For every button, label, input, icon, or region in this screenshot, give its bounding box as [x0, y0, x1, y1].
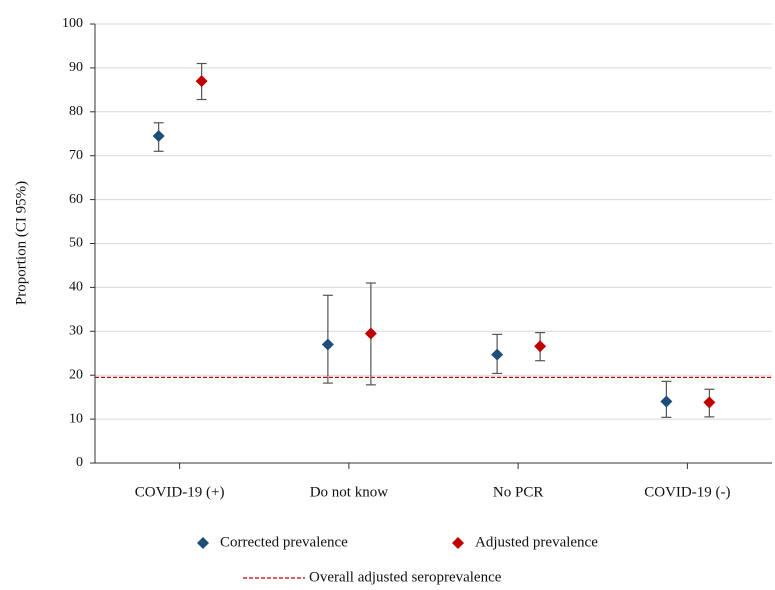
point — [195, 75, 208, 88]
y-tick-label: 70 — [69, 148, 83, 163]
legend-label: Overall adjusted seroprevalence — [309, 569, 502, 585]
legend-marker — [452, 537, 464, 549]
point — [321, 338, 334, 351]
y-axis-label: Proportion (CI 95%) — [13, 181, 29, 305]
y-tick-label: 0 — [76, 455, 83, 470]
legend-label: Adjusted prevalence — [475, 534, 598, 550]
x-tick-label: COVID-19 (+) — [135, 484, 225, 500]
point — [660, 395, 673, 408]
x-tick-label: Do not know — [310, 484, 389, 500]
y-tick-label: 40 — [69, 280, 83, 295]
point — [703, 396, 716, 409]
y-tick-label: 100 — [62, 16, 83, 31]
y-tick-label: 20 — [69, 367, 83, 382]
y-tick-label: 90 — [69, 60, 83, 75]
point — [364, 327, 377, 340]
y-tick-label: 60 — [69, 192, 83, 207]
y-tick-label: 50 — [69, 236, 83, 251]
legend-marker — [197, 537, 209, 549]
x-tick-label: COVID-19 (-) — [644, 484, 730, 500]
legend-label: Corrected prevalence — [220, 534, 348, 550]
point — [491, 348, 504, 361]
y-tick-label: 10 — [69, 411, 83, 426]
point — [152, 129, 165, 142]
y-tick-label: 30 — [69, 324, 83, 339]
x-tick-label: No PCR — [493, 484, 543, 500]
y-tick-label: 80 — [69, 104, 83, 119]
point — [534, 340, 547, 353]
